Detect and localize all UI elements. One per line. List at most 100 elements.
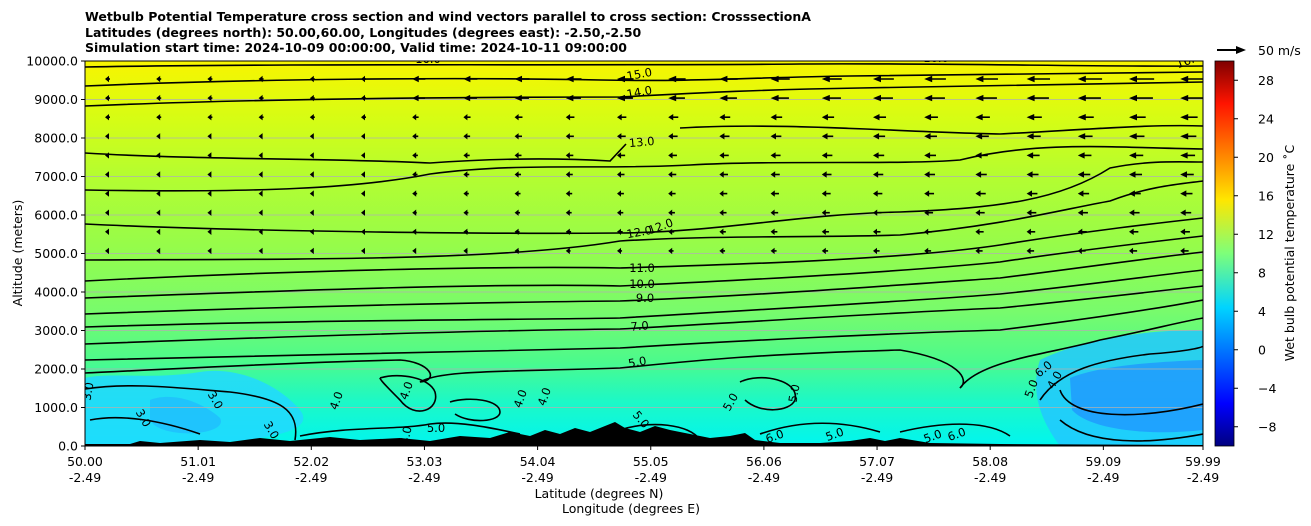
y-tick-label: 9000.0 (34, 92, 78, 107)
contour-line (85, 317, 1203, 389)
contour-label: 7.0 (630, 318, 649, 334)
contour-line (739, 376, 797, 411)
colorbar-label: Wet bulb potential temperature ˚C (1282, 144, 1297, 361)
colorbar-tick-label: 8 (1258, 265, 1266, 280)
chart-title: Wetbulb Potential Temperature cross sect… (85, 9, 811, 56)
x-axis: 50.00-2.4951.01-2.4952.02-2.4953.03-2.49… (67, 446, 1221, 485)
contour-label: 14.0 (625, 83, 653, 101)
contour-label: 5.0 (786, 383, 803, 403)
contour-line (85, 124, 1203, 164)
contour-line (449, 398, 501, 422)
y-tick-label: 10000.0 (26, 54, 78, 69)
x-tick-label-lat: 57.07 (859, 454, 895, 469)
contour-line (1059, 419, 1203, 442)
contour-line (85, 217, 1203, 282)
contour-label: 16.0 (923, 51, 949, 65)
x-tick-label-lon: -2.49 (521, 470, 553, 485)
contour-line (85, 269, 1203, 328)
contour-label: 11.0 (629, 261, 655, 275)
x-tick-label-lat: 51.01 (180, 454, 216, 469)
title-line-2: Latitudes (degrees north): 50.00,60.00, … (85, 24, 642, 40)
colorbar-ticks: −8 −4 0 4 8 12 16 20 24 28 (1234, 73, 1276, 434)
contour-line (85, 285, 1203, 345)
contour-line (85, 81, 1203, 107)
contour-label: 4.0 (535, 386, 554, 408)
contour-line (85, 63, 1203, 68)
x-tick-label-lat: 56.06 (746, 454, 782, 469)
x-tick-label-lon: -2.49 (861, 470, 893, 485)
contour-label: 5.0 (824, 425, 846, 444)
contour-line (85, 145, 1203, 192)
contour-label: 5.0 (627, 354, 647, 371)
x-tick-label-lon: -2.49 (974, 470, 1006, 485)
colorbar-tick-label: 28 (1258, 73, 1274, 88)
colorbar-tick-label: 20 (1258, 150, 1274, 165)
colorbar-tick-label: 4 (1258, 304, 1266, 319)
x-tick-label-lon: -2.49 (182, 470, 214, 485)
contour-label: 16.0 (1174, 49, 1203, 71)
colorbar-tick-label: 16 (1258, 188, 1274, 203)
y-axis: 0.0 1000.0 2000.0 3000.0 4000.0 5000.0 6000.0 7… (26, 54, 85, 454)
y-tick-label: 8000.0 (34, 131, 78, 146)
contour-label: 4.0 (327, 390, 346, 412)
x-tick-label-lat: 50.00 (67, 454, 103, 469)
contour-label: 6.0 (946, 425, 968, 444)
contour-line (85, 160, 1203, 235)
x-tick-label-lon: -2.49 (635, 470, 667, 485)
plot-area: 3.03.03.03.04.0 4.0 4.0 4.04.04.05.05.05.05… (80, 49, 1203, 446)
x-tick-label-lat: 54.04 (520, 454, 556, 469)
x-tick-label-lat: 52.02 (293, 454, 329, 469)
y-tick-label: 1000.0 (34, 400, 78, 415)
colorbar-tick-label: 12 (1258, 227, 1274, 242)
y-tick-label: 5000.0 (34, 246, 78, 261)
contour-line (1039, 345, 1203, 401)
terrain (85, 422, 1203, 446)
contour-label: 4.0 (511, 388, 530, 410)
contour-label: 4.0 (397, 380, 416, 402)
contour-label: 16.0 (415, 52, 441, 66)
colorbar (1214, 60, 1235, 447)
contour-line (899, 423, 1011, 437)
colorbar-tick-label: 24 (1258, 111, 1274, 126)
contour-label: 12.0 (625, 223, 653, 241)
contour-line (379, 374, 437, 412)
contour-line (85, 384, 297, 441)
x-tick-label-lon: -2.49 (408, 470, 440, 485)
y-tick-label: 4000.0 (34, 285, 78, 300)
title-line-1: Wetbulb Potential Temperature cross sect… (85, 9, 811, 24)
contour-label: 3.0 (80, 381, 97, 401)
y-tick-label: 7000.0 (34, 169, 78, 184)
x-axis-label-lon: Longitude (degrees E) (562, 501, 700, 516)
colorbar-tick-label: −8 (1258, 419, 1276, 434)
contour-label: 6.0 (764, 427, 786, 446)
contour-label: 15.0 (625, 65, 653, 83)
contour-line (85, 299, 1203, 361)
contour-line (759, 422, 881, 435)
contour-label: 10.0 (629, 277, 655, 291)
y-tick-label: 6000.0 (34, 208, 78, 223)
contour-label: 5.0 (1022, 378, 1041, 400)
contour-label: 5.0 (922, 427, 944, 446)
x-tick-label-lat: 59.99 (1185, 454, 1221, 469)
contour-line (1059, 389, 1203, 416)
contour-line (85, 71, 1203, 87)
contour-label: 9.0 (636, 291, 654, 305)
y-tick-label: 3000.0 (34, 323, 78, 338)
x-tick-label-lon: -2.49 (69, 470, 101, 485)
contour-label: 5.0 (427, 421, 445, 435)
x-tick-label-lon: -2.49 (1187, 470, 1219, 485)
colorbar-tick-label: 0 (1258, 342, 1266, 357)
x-tick-label-lat: 53.03 (407, 454, 443, 469)
colorbar-tick-label: −4 (1258, 381, 1276, 396)
quiver-key: 50 m/s (1217, 43, 1301, 58)
x-tick-label-lat: 58.08 (972, 454, 1008, 469)
x-axis-label-lat: Latitude (degrees N) (535, 486, 664, 501)
x-tick-label-lat: 59.09 (1085, 454, 1121, 469)
title-line-3: Simulation start time: 2024-10-09 00:00:… (85, 40, 627, 55)
contour-label: 13.0 (628, 134, 655, 150)
contour-line (89, 416, 201, 435)
y-axis-label: Altitude (meters) (10, 200, 25, 307)
contour-line (299, 422, 521, 437)
x-tick-label-lon: -2.49 (295, 470, 327, 485)
x-tick-label-lon: -2.49 (1087, 470, 1119, 485)
